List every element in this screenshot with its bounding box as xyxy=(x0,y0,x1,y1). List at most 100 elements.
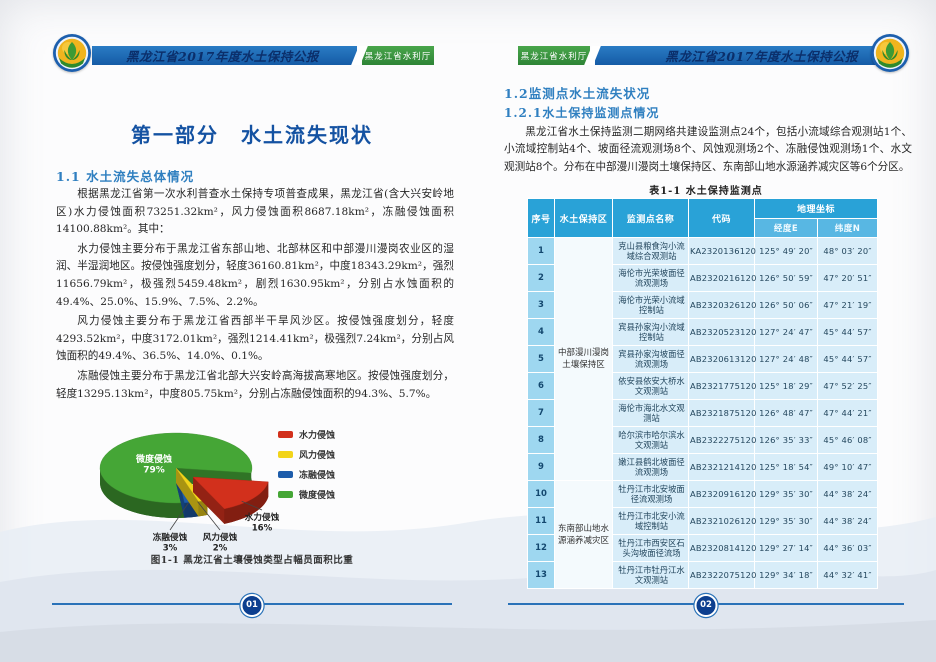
cell-seq: 5 xyxy=(527,345,555,373)
legend-swatch-icon xyxy=(278,491,293,498)
cell-station: 哈尔滨市哈尔滨水文观测站 xyxy=(612,426,689,454)
table-row: 10 东南部山地水源涵养减灾区 牡丹江市北安坡面径流观测场 AB2320916120 1… xyxy=(527,480,879,589)
cell-region: 中部漫川漫岗土壤保持区 xyxy=(554,237,613,481)
pie-chart: 微度侵蚀 79% 水力侵蚀 16% 风力侵蚀 2% 冻融侵蚀 3% xyxy=(99,432,280,554)
pie-slice-cut xyxy=(193,477,225,524)
cell-station: 宾县孙家沟小流域控制站 xyxy=(612,318,689,346)
cell-seq: 7 xyxy=(527,399,555,427)
cell-seq: 8 xyxy=(527,426,555,454)
erosion-pie-figure: 微度侵蚀 79% 水力侵蚀 16% 风力侵蚀 2% 冻融侵蚀 3% 水力侵蚀 风力侵蚀 冻融侵蚀微… xyxy=(62,418,438,554)
cell-seq: 4 xyxy=(527,318,555,346)
part-title: 第一部分 水土流失现状 xyxy=(131,123,373,147)
cell-seq: 3 xyxy=(527,291,555,319)
cell-seq: 6 xyxy=(527,372,555,400)
cell-longitude: 126° 50′ 59″ xyxy=(754,264,818,292)
table-row: 9 嫩江县鹤北坡面径流观测场 AB2321214120 125° 18′ 54″ 49°… xyxy=(527,453,879,481)
cell-station: 克山县粮食沟小流域综合观测站 xyxy=(612,237,689,265)
report-title: 黑龙江省2017年度水土保持公报 xyxy=(126,49,319,64)
cell-latitude: 44° 38′ 24″ xyxy=(816,480,879,508)
cell-longitude: 125° 18′ 29″ xyxy=(754,372,818,400)
cell-code: AB2320216120 xyxy=(688,264,756,292)
report-title: 黑龙江省2017年度水土保持公报 xyxy=(665,49,858,64)
cell-code: KA2320136120 xyxy=(688,237,756,265)
pie-label: 冻融侵蚀 3% xyxy=(153,531,188,554)
legend-swatch-icon xyxy=(278,471,293,478)
table-row: 3 海伦市光荣小流域控制站 AB2320326120 126° 50′ 06″ 47° … xyxy=(527,291,879,319)
page-right: 黑龙江省水利厅 黑龙江省2017年度水土保持公报 1.2监测点水土流失状况 1.… xyxy=(490,0,922,662)
section-paragraphs: 根据黑龙江省第一次水利普查水土保持专项普查成果，黑龙江省(含大兴安岭地区)水力侵… xyxy=(56,186,454,405)
legend-item: 微度侵蚀 xyxy=(278,488,335,501)
cell-station: 海伦市海北水文观测站 xyxy=(612,399,689,427)
page-footer: 01 xyxy=(52,594,452,617)
paragraph: 水力侵蚀主要分布于黑龙江省东部山地、北部林区和中部漫川漫岗农业区的湿润、半湿润地… xyxy=(56,242,454,308)
cell-code: AB2322275120 xyxy=(688,426,756,454)
cell-station: 牡丹江市牡丹江水文观测站 xyxy=(612,561,689,589)
cell-latitude: 47° 21′ 19″ xyxy=(816,291,879,319)
cell-station: 依安县依安大桥水文观测站 xyxy=(612,372,689,400)
cell-longitude: 125° 18′ 54″ xyxy=(754,453,818,481)
cell-station: 牡丹江市西安区石头沟坡面径流场 xyxy=(612,534,689,562)
cell-station: 海伦市光荣小流域控制站 xyxy=(612,291,689,319)
paragraph: 根据黑龙江省第一次水利普查水土保持专项普查成果，黑龙江省(含大兴安岭地区)水力侵… xyxy=(56,188,454,236)
paragraph: 风力侵蚀主要分布于黑龙江省西部半干旱风沙区。按侵蚀强度划分，轻度4293.52k… xyxy=(56,315,454,363)
monitoring-table: 序号 水土保持区 监测点名称 代码 地理坐标 经度E 纬度N 1 中部漫川漫岗土壤… xyxy=(527,198,879,589)
table-row: 1 中部漫川漫岗土壤保持区 克山县粮食沟小流域综合观测站 KA2320136120 12… xyxy=(527,237,879,481)
table-row: 13 牡丹江市牡丹江水文观测站 AB2322075120 129° 34′ 18″ 44… xyxy=(527,561,879,589)
page-header: 黑龙江省2017年度水土保持公报 黑龙江省水利厅 xyxy=(92,46,434,65)
department-badge: 黑龙江省水利厅 xyxy=(362,46,434,65)
page-header: 黑龙江省水利厅 黑龙江省2017年度水土保持公报 xyxy=(518,46,892,65)
pie-leader-line xyxy=(241,500,263,511)
pie-leader-line xyxy=(197,501,221,531)
cell-region: 东南部山地水源涵养减灾区 xyxy=(554,480,613,589)
cell-station: 嫩江县鹤北坡面径流观测场 xyxy=(612,453,689,481)
pie-leader-line xyxy=(169,502,189,531)
cell-seq: 1 xyxy=(527,237,555,265)
cell-latitude: 44° 36′ 03″ xyxy=(816,534,879,562)
table-row: 4 宾县孙家沟小流域控制站 AB2320523120 127° 24′ 47″ 45° … xyxy=(527,318,879,346)
col-header-latitude: 纬度N xyxy=(816,218,879,238)
legend-swatch-icon xyxy=(278,451,293,458)
cell-station: 牡丹江市北安坡面径流观测场 xyxy=(612,480,689,508)
legend-label: 风力侵蚀 xyxy=(299,451,336,461)
cell-longitude: 129° 27′ 14″ xyxy=(754,534,818,562)
legend-label: 水力侵蚀 xyxy=(299,431,336,441)
cell-latitude: 45° 44′ 57″ xyxy=(816,345,879,373)
cell-latitude: 45° 46′ 08″ xyxy=(816,426,879,454)
cell-latitude: 44° 38′ 24″ xyxy=(816,507,879,535)
col-header-geo: 地理坐标 xyxy=(753,198,879,219)
cell-longitude: 127° 24′ 47″ xyxy=(754,318,818,346)
header-title-bar: 黑龙江省2017年度水土保持公报 xyxy=(92,46,357,65)
cell-code: AB2321775120 xyxy=(688,372,756,400)
page-number: 02 xyxy=(694,594,718,617)
section-heading-1-2-1: 1.2.1水土保持监测点情况 xyxy=(504,106,660,120)
legend-swatch-icon xyxy=(278,431,293,438)
monitoring-paragraph: 黑龙江省水土保持监测二期网络共建设监测点24个，包括小流域综合观测站1个、小流域… xyxy=(504,126,912,173)
col-header-region: 水土保持区 xyxy=(554,198,613,238)
col-header-longitude: 经度E xyxy=(754,218,818,238)
cell-station: 牡丹江市北安小流域控制站 xyxy=(612,507,689,535)
page-number: 01 xyxy=(240,594,264,617)
cell-code: AB2322075120 xyxy=(688,561,756,589)
cell-seq: 2 xyxy=(527,264,555,292)
cell-longitude: 127° 24′ 48″ xyxy=(754,345,818,373)
section-heading-1-1: 1.1 水土流失总体情况 xyxy=(56,169,195,184)
section-heading-1-2: 1.2监测点水土流失状况 xyxy=(504,86,651,101)
cell-longitude: 126° 35′ 33″ xyxy=(754,426,818,454)
cell-latitude: 48° 03′ 20″ xyxy=(816,237,879,265)
cell-longitude: 129° 35′ 30″ xyxy=(754,480,818,508)
cell-seq: 9 xyxy=(527,453,555,481)
cell-latitude: 44° 32′ 41″ xyxy=(816,561,879,589)
cell-code: AB2320523120 xyxy=(688,318,756,346)
cell-code: AB2320326120 xyxy=(688,291,756,319)
cell-longitude: 126° 48′ 47″ xyxy=(754,399,818,427)
cell-code: AB2321026120 xyxy=(688,507,756,535)
cell-latitude: 49° 10′ 47″ xyxy=(816,453,879,481)
cell-longitude: 129° 35′ 30″ xyxy=(754,507,818,535)
cell-seq: 10 xyxy=(527,480,555,508)
department-badge: 黑龙江省水利厅 xyxy=(518,46,590,65)
table-row: 7 海伦市海北水文观测站 AB2321875120 126° 48′ 47″ 47° 4… xyxy=(527,399,879,427)
page-footer: 02 xyxy=(508,594,904,617)
cell-seq: 11 xyxy=(527,507,555,535)
chart-legend: 水力侵蚀 风力侵蚀 冻融侵蚀 微度侵蚀 xyxy=(278,428,335,508)
